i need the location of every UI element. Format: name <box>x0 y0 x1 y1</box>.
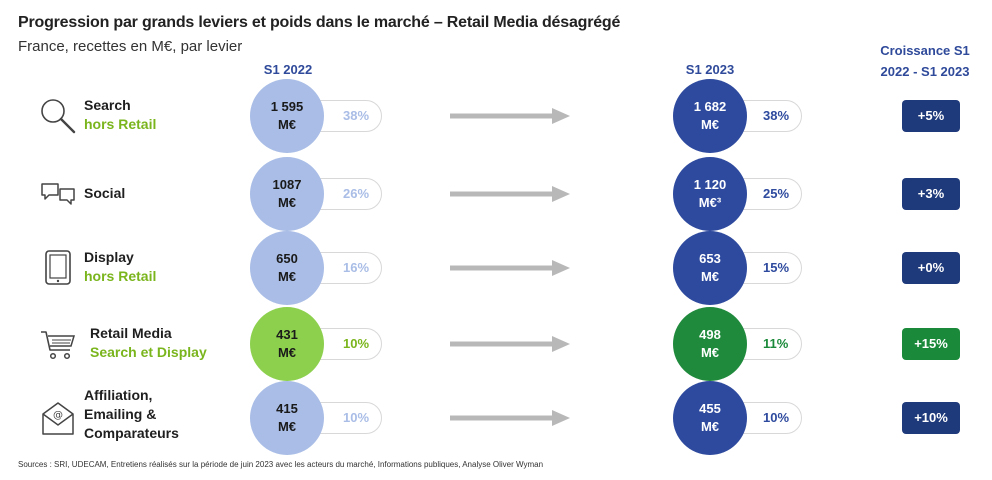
value-2022-circle: 1 595 M€ <box>250 79 324 153</box>
lever-row: Display hors Retail 16% 650 M€ 15% 653 M€ +0% <box>0 230 992 308</box>
value-2022-circle: 1087 M€ <box>250 157 324 231</box>
lever-name: Search <box>84 97 131 113</box>
shopping-cart-icon <box>38 324 78 364</box>
value-2022: 415 <box>276 401 298 416</box>
lever-label: Display hors Retail <box>84 248 156 286</box>
unit-2022: M€ <box>277 345 297 360</box>
value-2022: 431 <box>276 327 298 342</box>
unit-2023: M€ <box>700 345 720 360</box>
lever-row: @ Affiliation, Emailing & Comparateurs 10% 41… <box>0 380 992 458</box>
value-2023: 498 <box>699 327 721 342</box>
search-icon <box>38 96 78 136</box>
value-2023: 1 682 <box>693 99 727 114</box>
chart-subtitle: France, recettes en M€, par levier <box>18 38 243 55</box>
growth-badge: +3% <box>902 178 960 210</box>
unit-2023: M€ <box>700 117 720 132</box>
lever-label: Search hors Retail <box>84 96 156 134</box>
lever-qualifier: Search et Display <box>90 344 207 360</box>
unit-2022: M€ <box>277 195 297 210</box>
lever-label: Retail Media Search et Display <box>90 324 207 362</box>
unit-2022: M€ <box>277 419 297 434</box>
growth-header-line1: Croissance S1 <box>880 43 970 58</box>
lever-qualifier: hors Retail <box>84 116 157 132</box>
unit-2023: M€ <box>700 419 720 434</box>
unit-2023: M€ <box>700 269 720 284</box>
growth-badge: +15% <box>902 328 960 360</box>
unit-2022: M€ <box>277 269 297 284</box>
email-icon: @ <box>38 398 78 438</box>
lever-qualifier: hors Retail <box>84 268 157 284</box>
arrow-icon <box>450 334 570 354</box>
growth-badge: +10% <box>902 402 960 434</box>
lever-name: Retail Media <box>90 325 172 341</box>
arrow-icon <box>450 408 570 428</box>
value-2023-circle: 498 M€ <box>673 307 747 381</box>
arrow-icon <box>450 106 570 126</box>
lever-name: Affiliation, <box>84 387 153 403</box>
value-2023: 1 120 <box>693 177 727 192</box>
growth-badge: +5% <box>902 100 960 132</box>
unit-2022: M€ <box>277 117 297 132</box>
column-header-growth: Croissance S1 2022 - S1 2023 <box>860 40 990 82</box>
source-note: Sources : SRI, UDECAM, Entretiens réalis… <box>18 460 544 469</box>
value-2022-circle: 431 M€ <box>250 307 324 381</box>
value-2023-circle: 1 120 M€³ <box>673 157 747 231</box>
column-header-2022: S1 2022 <box>263 62 313 77</box>
lever-qualifier: Emailing & <box>84 406 157 422</box>
value-2023: 455 <box>699 401 721 416</box>
arrow-icon <box>450 184 570 204</box>
lever-label: Affiliation, Emailing & Comparateurs <box>84 386 179 443</box>
lever-label: Social <box>84 184 125 203</box>
value-2022-circle: 650 M€ <box>250 231 324 305</box>
value-2023: 653 <box>699 251 721 266</box>
value-2022: 650 <box>276 251 298 266</box>
growth-badge: +0% <box>902 252 960 284</box>
lever-row: Retail Media Search et Display 10% 431 M€ 11%… <box>0 306 992 384</box>
tablet-icon <box>38 248 78 288</box>
value-2022: 1 595 <box>270 99 304 114</box>
svg-text:@: @ <box>53 410 63 421</box>
chart-title: Progression par grands leviers et poids … <box>18 14 621 31</box>
value-2022-circle: 415 M€ <box>250 381 324 455</box>
lever-row: Search hors Retail 38% 1 595 M€ 38% 1 682 M€ +5% <box>0 78 992 156</box>
value-2023-circle: 1 682 M€ <box>673 79 747 153</box>
lever-qualifier: Comparateurs <box>84 425 179 441</box>
growth-header-line2: 2022 - S1 2023 <box>880 64 970 79</box>
lever-name: Social <box>84 185 126 201</box>
arrow-icon <box>450 258 570 278</box>
chat-bubbles-icon <box>38 174 78 214</box>
value-2023-circle: 653 M€ <box>673 231 747 305</box>
unit-2023: M€³ <box>698 195 722 210</box>
value-2022: 1087 <box>272 177 302 192</box>
column-header-2023: S1 2023 <box>685 62 735 77</box>
lever-name: Display <box>84 249 134 265</box>
value-2023-circle: 455 M€ <box>673 381 747 455</box>
lever-row: Social 26% 1087 M€ 25% 1 120 M€³ +3% <box>0 156 992 234</box>
